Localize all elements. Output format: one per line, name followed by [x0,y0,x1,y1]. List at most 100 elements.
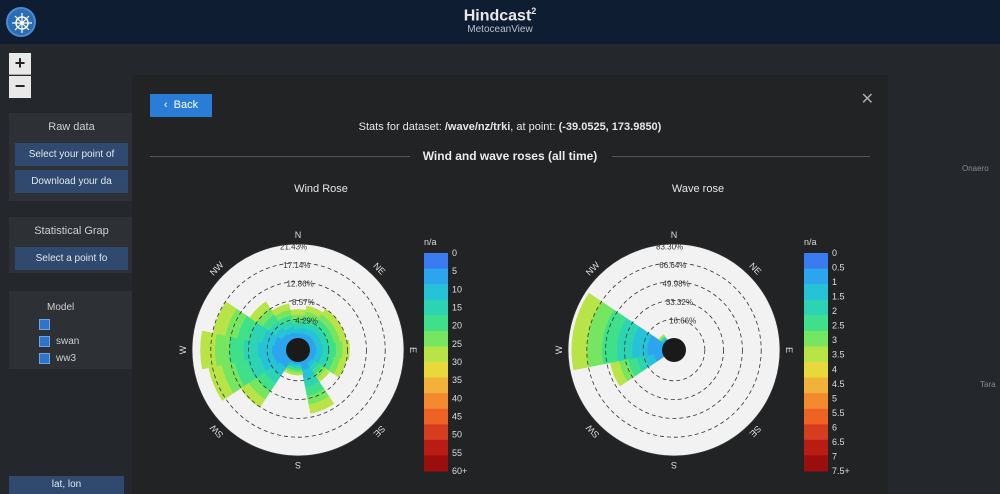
rose-direction-label: SE [748,424,764,440]
rose-direction-label: N [671,230,678,240]
colorbar-segment [424,362,448,379]
statistical-graphs-panel: Statistical Grap Select a point fo [9,217,134,273]
colorbar-label: 1 [832,277,837,287]
rose-bar-segment [200,330,217,370]
checkbox[interactable] [39,353,50,364]
rose-sector-w [200,330,287,370]
colorbar-label: 55 [452,448,462,458]
rose-bar-segment [341,339,350,361]
rose-grid-ring [567,243,781,457]
map-place-label: Onaero [962,164,989,173]
wave-rose-title: Wave rose [671,183,725,195]
checkbox[interactable] [39,336,50,347]
rose-direction-label: N [295,230,302,240]
rose-radial-tick: 17.14% [283,261,310,270]
model-panel: Model swan ww3 [9,291,134,369]
colorbar-segment [424,284,448,301]
colorbar-label: 45 [452,412,462,422]
rose-bar-segment [308,396,335,414]
colorbar-label: 0 [452,248,457,258]
ship-wheel-icon[interactable] [6,7,36,37]
rose-sector-wsw [609,352,665,387]
rose-sector-w [571,329,663,371]
zoom-in-button[interactable]: + [9,53,31,75]
colorbar-segment [424,393,448,410]
colorbar-segment [804,362,828,379]
rose-bar-segment [335,340,344,360]
rose-direction-label: S [295,460,301,470]
colorbar-segment [804,346,828,363]
rose-sector-nnw [271,303,296,341]
raw-data-panel: Raw data Select your point of Download y… [9,113,134,201]
select-point-button[interactable]: Select your point of [15,143,128,166]
rose-grid-ring [605,281,743,419]
rose-bar-segment [328,342,337,358]
rose-bar-segment [571,329,589,371]
statistical-graphs-title: Statistical Grap [34,225,109,237]
model-title: Model [47,302,75,313]
colorbar-segment [804,284,828,301]
colorbar-segment [804,455,828,472]
colorbar-segment [424,330,448,347]
colorbar-segment [804,439,828,456]
rose-grid-ring [624,300,724,400]
rose-sector-s [292,361,304,376]
rose-direction-label: S [671,460,677,470]
colorbar-segment [424,455,448,472]
rose-direction-label: SE [372,424,388,440]
top-bar: Hindcast2 MetoceanView [0,0,1000,44]
colorbar-label: 4.5 [832,379,845,389]
colorbar-label: 15 [452,303,462,313]
rose-bar-segment [271,303,291,317]
zoom-out-button[interactable]: − [9,76,31,98]
rose-bar-segment [214,333,231,367]
colorbar-segment [424,408,448,425]
app-title: Hindcast2 [463,6,537,25]
rose-bar-segment [315,344,324,356]
app-subtitle: MetoceanView [467,24,533,35]
colorbar-label: 3.5 [832,350,845,360]
colorbar-label: 5.5 [832,408,845,418]
rose-bar-segment [292,372,304,376]
checkbox[interactable] [39,319,50,330]
rose-direction-label: NE [747,261,763,277]
rose-grid-ring [266,318,330,382]
rose-sector-ese [307,352,347,378]
colorbar-segment [424,346,448,363]
rose-bar-segment [601,335,619,365]
rose-radial-tick: 12.86% [287,280,314,289]
rose-bar-segment [289,309,307,316]
colorbar-label: 6 [832,422,837,432]
colorbar-label: 2.5 [832,321,845,331]
dataset-name: /wave/nz/trki [444,121,511,133]
model-item[interactable] [9,316,134,333]
rose-grid-ring [586,262,762,438]
select-point-graph-button[interactable]: Select a point fo [15,247,128,270]
rose-grid-ring [191,243,405,457]
model-item[interactable]: swan [9,333,134,350]
rose-direction-label: E [408,347,418,353]
colorbar-label: 0 [832,248,837,258]
back-button[interactable]: ‹ Back [150,94,212,117]
close-icon[interactable]: ✕ [860,91,874,108]
rose-center [662,338,686,362]
rose-sector-nw [658,334,668,344]
colorbar-label: 60+ [452,466,467,475]
rose-bar-segment [212,301,237,336]
rose-bar-segment [242,339,259,361]
colorbar-segment [804,299,828,316]
colorbar-label: 30 [452,357,462,367]
model-item[interactable]: ww3 [9,350,134,367]
wind-colorbar: n/a 0 5 10 15 20 25 30 35 40 45 50 55 60+ [424,237,467,475]
lat-lon-readout: lat, lon [9,476,124,494]
colorbar-segment [424,299,448,316]
colorbar-label: 1.5 [832,292,845,302]
wave-rose-chart: 16.66%33.32%49.98%66.64%83.30%NNEESESSWW… [554,230,794,470]
colorbar-segment [804,377,828,394]
rose-radial-tick: 16.66% [669,317,696,326]
colorbar-segment [804,424,828,441]
rose-bar-segment [228,336,245,364]
rose-bar-segment [586,332,604,368]
download-data-button[interactable]: Download your da [15,170,128,193]
rose-radial-tick: 4.29% [295,317,318,326]
